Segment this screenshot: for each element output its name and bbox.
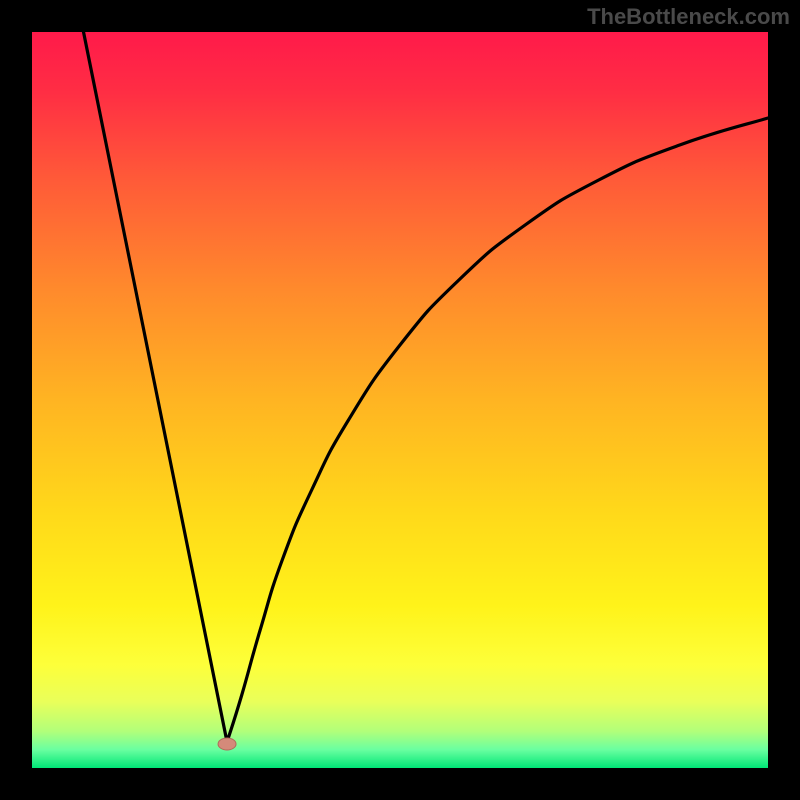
chart-container: TheBottleneck.com xyxy=(0,0,800,800)
plot-background xyxy=(32,32,768,768)
minimum-marker xyxy=(218,738,236,750)
bottleneck-chart xyxy=(0,0,800,800)
watermark-text: TheBottleneck.com xyxy=(587,4,790,30)
